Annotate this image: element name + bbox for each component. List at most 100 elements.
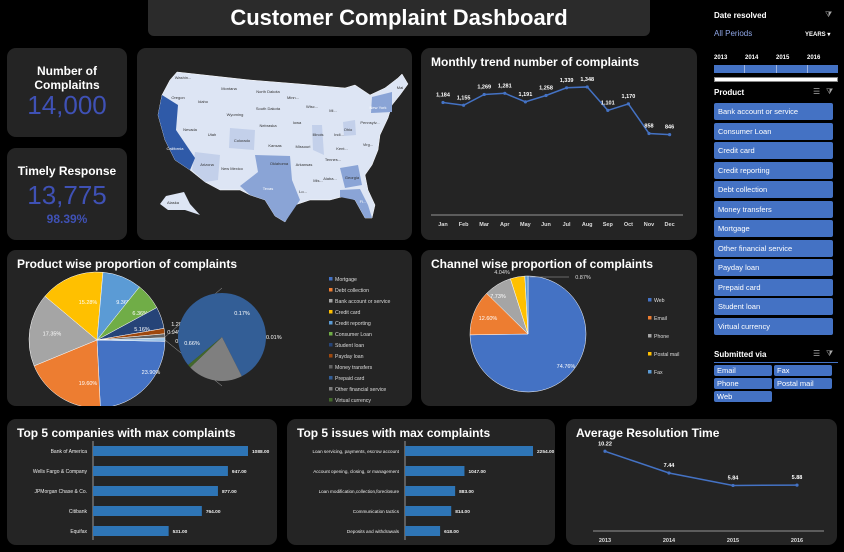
data-label: 1047.00 [468,469,486,475]
bar [93,486,218,496]
submitted-slicer-item[interactable]: Web [714,391,772,402]
year-labels: 2013 2014 2015 2016 [714,55,838,63]
state-label: Wisc... [306,104,318,109]
multi-select-icon[interactable]: ☰ [813,87,821,96]
product-slicer-item[interactable]: Virtual currency [714,317,833,335]
x-tick-label: Jun [541,222,551,228]
data-label: 0.87% [575,275,591,281]
submitted-slicer-item[interactable]: Phone [714,378,772,389]
data-label: 0.94% [167,330,183,336]
state-label: Wyoming [227,112,244,117]
x-tick-label: Apr [500,222,510,228]
x-tick-label: Dec [665,222,675,228]
pie-slice [96,339,166,406]
submitted-slicer-item[interactable]: Email [714,365,772,376]
submitted-slicer-item[interactable]: Postal mail [774,378,832,389]
state-ohio [343,120,356,136]
state-texas [240,155,300,222]
date-selection: All Periods [714,29,753,38]
data-point [503,91,507,95]
x-tick-label: 2015 [727,538,739,544]
legend-label: Credit card [335,310,360,316]
data-label: 1,191 [519,92,533,98]
data-label: 531.00 [173,529,188,535]
data-point [667,471,671,475]
timeline-bar[interactable] [714,65,838,73]
state-label: Minn... [287,95,299,100]
kpi-percent: 98.39% [46,212,88,226]
state-label: Iowa [293,120,302,125]
submitted-slicer-title: Submitted via [714,350,767,359]
product-slicer-item[interactable]: Debt collection [714,181,833,198]
timeline-scrollbar[interactable] [714,77,838,82]
data-label: 0.01% [266,335,282,341]
legend-swatch [329,365,333,369]
timeline-year[interactable]: 2015 [776,55,790,61]
state-label: New York [370,105,387,110]
pie-slice [524,275,529,335]
product-slicer-item[interactable]: Prepaid card [714,278,833,296]
data-point [626,102,630,106]
bar [93,526,169,536]
product-slicer-item[interactable]: Credit reporting [714,161,833,179]
data-point [482,92,486,97]
data-label: 877.00 [222,489,237,495]
product-slicer-item[interactable]: Money transfers [714,200,833,218]
legend-swatch [648,370,652,374]
state-label: New Mexico [221,166,244,171]
legend-swatch [329,310,333,314]
legend-label: Fax [654,370,663,376]
bar [405,466,465,476]
timeline-year[interactable]: 2013 [714,55,728,61]
series-line [442,86,670,136]
companies-bar-chart: Bank of America 1088.00 Wells Fargo & Comp… [33,441,270,540]
legend-label: Web [654,298,665,304]
product-slicer-item[interactable]: Consumer Loan [714,122,833,140]
product-slicer-item[interactable]: Other financial service [714,239,833,257]
chart-title: Monthly trend number of complaints [431,55,640,69]
timeline-year[interactable]: 2016 [807,55,821,61]
product-slicer-item[interactable]: Credit card [714,142,833,159]
time-level-dropdown[interactable]: YEARS ▾ [805,31,830,38]
state-label: Nevada [183,127,198,132]
state-label: Missouri [296,144,311,149]
bar [405,446,533,456]
data-label: 9.36% [116,300,132,306]
legend-label: Email [654,316,667,322]
divider [714,362,838,363]
product-slicer-item[interactable]: Mortgage [714,220,833,237]
x-tick-label: 2013 [599,538,611,544]
data-point [523,100,527,104]
submitted-slicer-item[interactable]: Fax [774,365,832,376]
kpi-value: 13,775 [27,180,107,210]
channel-pie-panel: Channel wise proportion of complaints 74… [421,250,697,406]
state-label: Oklahoma [270,161,289,166]
data-point [544,93,548,98]
data-label: 1088.00 [252,449,270,455]
state-label: Alaba... [323,176,337,181]
data-point [462,103,466,107]
bar [93,506,202,516]
product-slicer-item[interactable]: Student loan [714,298,833,315]
legend-label: Other financial service [335,387,386,393]
timeline-year[interactable]: 2014 [745,55,759,61]
us-map[interactable]: Washin... Montana North Dakota Minn... Mai Or… [137,48,412,240]
secondary-pie-slice [188,337,222,368]
data-point [585,85,589,89]
legend-label: Prepaid card [335,376,365,382]
data-label: 1,269 [477,84,491,90]
clear-filter-icon[interactable]: ⧩ [826,349,834,358]
clear-filter-icon[interactable]: ⧩ [826,87,834,96]
legend-label: Postal mail [654,352,679,358]
product-slicer-item[interactable]: Bank account or service [714,103,833,120]
data-label: 0.66% [184,341,200,347]
chart-title: Top 5 issues with max complaints [297,426,491,440]
product-slicer-item[interactable]: Payday loan [714,259,833,276]
data-point [795,483,799,487]
multi-select-icon[interactable]: ☰ [813,349,821,358]
state-label: Mis... [313,178,323,183]
state-label: Texas [263,186,273,191]
channel-pie-chart: 74.76% 12.60% 7.73% 4.04% 0.87% Web Email Phone… [469,270,679,393]
data-label: 1,348 [580,77,594,83]
clear-filter-icon[interactable]: ⧩ [825,10,833,19]
